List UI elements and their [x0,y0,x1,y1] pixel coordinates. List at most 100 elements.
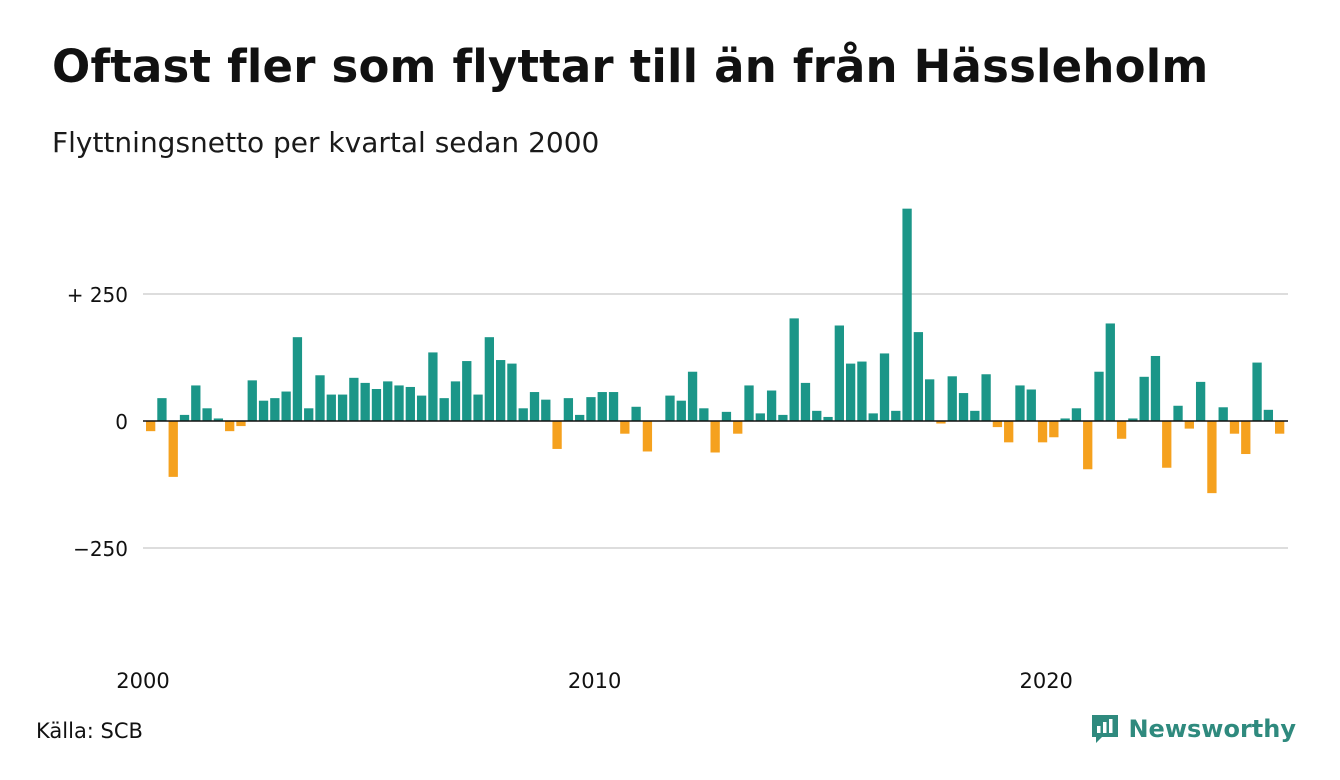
bar-q48 [676,400,686,421]
bars [146,208,1285,494]
bar-q38 [563,398,574,421]
bar-q86 [1105,323,1115,421]
source-note: Källa: SCB [36,719,143,743]
bar-q56 [766,390,777,421]
bar-q15 [304,408,314,421]
bar-q25 [416,395,427,421]
bar-q12 [270,398,280,421]
bar-q53 [733,421,743,434]
chart-subtitle: Flyttningsnetto per kvartal sedan 2000 [52,126,600,159]
bar-q51 [710,421,720,453]
bar-q84 [1083,421,1093,470]
bar-q77 [1004,421,1014,443]
bar-q74 [970,410,980,421]
bar-q9 [236,421,246,427]
bar-q83 [1071,408,1082,421]
y-tick-label: + 250 [67,283,128,307]
bar-q73 [958,393,969,421]
bar-q98 [1241,421,1251,455]
bar-q72 [947,376,957,421]
bar-q30 [473,394,483,421]
bar-q11 [258,400,269,421]
bar-q37 [552,421,562,449]
bar-q76 [992,421,1003,428]
bar-q1 [146,421,156,432]
bar-q14 [292,337,303,421]
bar-q81 [1049,421,1059,438]
bar-q100 [1263,409,1274,421]
bar-q60 [812,410,822,421]
brand-name: Newsworthy [1128,715,1296,743]
bar-q101 [1275,421,1285,434]
bar-q41 [597,392,607,421]
bar-q69 [913,332,924,421]
bar-q42 [608,392,619,421]
bar-q32 [495,360,506,421]
bar-q44 [631,406,641,421]
x-tick-label: 2000 [116,669,169,693]
bar-q7 [213,418,224,421]
bar-q34 [518,408,528,421]
bar-q49 [687,371,698,421]
bar-q33 [507,363,517,421]
bar-q96 [1218,407,1228,421]
axes: + 250 0 −250 2000 2010 2020 [67,283,1288,693]
grid-lines [143,293,1288,549]
bar-q20 [360,382,370,421]
bar-q80 [1037,421,1048,443]
bar-q13 [281,391,291,421]
bar-q10 [247,380,257,421]
bar-q55 [755,413,765,421]
bar-q64 [857,361,867,421]
bar-chart: + 250 0 −250 2000 2010 2020 [67,208,1288,693]
bar-q5 [191,385,201,421]
bar-q62 [834,325,844,421]
bar-q45 [642,421,653,452]
bar-q31 [484,337,494,421]
bar-q91 [1162,421,1172,468]
bar-q94 [1195,381,1206,421]
bar-q52 [721,411,732,421]
chart-title: Oftast fler som flyttar till än från Häs… [52,40,1209,93]
brand-logo: Newsworthy [1090,713,1296,745]
bar-q85 [1094,371,1104,421]
bar-q92 [1173,405,1183,421]
bar-q21 [371,389,382,421]
bar-q66 [879,353,890,421]
bar-q29 [462,361,472,421]
bar-q18 [337,394,348,421]
bar-q54 [744,385,754,421]
bar-q97 [1229,421,1240,434]
bar-q27 [439,398,449,421]
bar-q65 [868,413,878,421]
bar-q35 [529,392,540,421]
bar-q47 [665,395,675,421]
bar-q4 [179,414,190,421]
bar-q16 [315,375,325,421]
bar-q17 [326,394,336,421]
bar-q75 [981,374,991,421]
bar-q8 [225,421,235,432]
bar-q50 [699,408,709,421]
newsworthy-logo-icon [1092,715,1119,743]
bar-q68 [902,208,912,421]
bar-q40 [586,397,596,421]
bar-q61 [823,416,833,421]
bar-q67 [891,410,901,421]
bar-q39 [575,414,585,421]
bar-q24 [405,386,415,421]
bar-q3 [168,421,178,477]
bar-q71 [936,421,946,424]
bar-q6 [202,408,212,421]
bar-q87 [1116,421,1127,439]
bar-q23 [394,385,404,421]
bar-q59 [800,382,811,421]
bar-q22 [383,381,393,421]
y-tick-label: 0 [115,410,128,434]
bar-q28 [450,381,461,421]
bar-q95 [1207,421,1217,494]
bar-q19 [349,377,359,421]
bar-q70 [925,379,935,421]
x-tick-label: 2020 [1019,669,1072,693]
bar-q79 [1026,389,1036,421]
